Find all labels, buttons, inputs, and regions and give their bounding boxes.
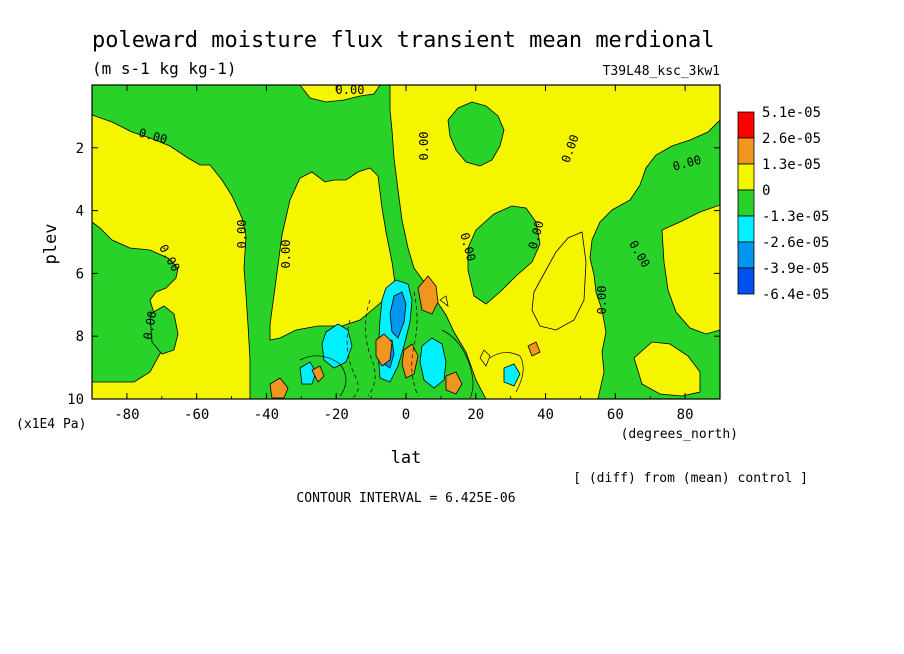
- legend-swatch: [737, 267, 755, 295]
- positive-orange-region: [417, 275, 439, 315]
- y-tick-label: 2: [76, 141, 84, 157]
- x-tick-label: -80: [114, 407, 139, 423]
- chart-units: (m s-1 kg kg-1): [92, 59, 237, 78]
- contour-label: 0.00: [595, 286, 609, 315]
- positive-orange-region: [527, 341, 541, 357]
- color-legend: 5.1e-05 2.6e-05 1.3e-05 0 -1.3e-05 -2.6e-05 -3…: [737, 105, 829, 303]
- positive-region: [299, 85, 381, 103]
- y-axis: 2 4 6 8 10: [67, 141, 720, 408]
- x-tick-label: 40: [537, 407, 554, 423]
- positive-orange-region: [445, 371, 463, 395]
- negative-cyan-region: [321, 323, 353, 369]
- x-axis: -80 -60 -40 -20 0 20 40 60 80: [91, 85, 721, 423]
- positive-orange-region: [401, 343, 419, 379]
- x-tick-label: 0: [402, 407, 410, 423]
- legend-label: 2.6e-05: [762, 131, 821, 147]
- y-tick-label: 6: [76, 266, 84, 282]
- legend-swatch: [737, 215, 755, 243]
- legend-label: 5.1e-05: [762, 105, 821, 121]
- x-tick-label: 20: [467, 407, 484, 423]
- x-tick-label: 60: [607, 407, 624, 423]
- y-axis-units: (x1E4 Pa): [16, 417, 86, 432]
- positive-orange-region: [311, 365, 325, 383]
- legend-label: -6.4e-05: [762, 287, 829, 303]
- x-tick-label: -20: [324, 407, 349, 423]
- chart-title: poleward moisture flux transient mean me…: [92, 28, 715, 53]
- positive-region: [92, 114, 251, 399]
- negative-region: [149, 305, 179, 355]
- x-axis-units: (degrees_north): [621, 427, 738, 442]
- legend-label: -2.6e-05: [762, 235, 829, 251]
- y-tick-label: 10: [67, 392, 84, 408]
- negative-cyan-region: [503, 363, 521, 387]
- negative-region: [447, 101, 505, 167]
- contour-interval: CONTOUR INTERVAL = 6.425E-06: [296, 491, 515, 506]
- legend-label: -3.9e-05: [762, 261, 829, 277]
- legend-label: -1.3e-05: [762, 209, 829, 225]
- legend-swatch: [737, 111, 755, 139]
- plot-area: 0.00 0.00 0.00 0.00 0.00 0.00 0.00 0.00 …: [92, 83, 720, 399]
- run-label: T39L48_ksc_3kw1: [603, 64, 720, 79]
- contour-label: 0.00: [417, 132, 431, 161]
- x-axis-label: lat: [391, 448, 422, 468]
- diff-note: [ (diff) from (mean) control ]: [573, 471, 808, 486]
- legend-swatch: [737, 189, 755, 217]
- positive-region: [269, 167, 397, 341]
- positive-region: [633, 341, 701, 397]
- positive-orange-region: [269, 377, 289, 399]
- positive-orange-region: [375, 333, 393, 367]
- contour-label: 0.00: [336, 83, 365, 97]
- negative-cyan-region: [299, 361, 317, 385]
- legend-swatch: [737, 241, 755, 269]
- legend-label: 0: [762, 183, 770, 199]
- negative-cyan-region: [419, 337, 447, 389]
- contour-label: 0.00: [235, 220, 249, 249]
- y-tick-label: 8: [76, 329, 84, 345]
- positive-region: [531, 231, 587, 331]
- y-tick-label: 4: [76, 204, 84, 220]
- contour-label-group: 0.00 0.00 0.00 0.00 0.00 0.00 0.00 0.00 …: [137, 83, 702, 341]
- legend-label: 1.3e-05: [762, 157, 821, 173]
- x-tick-label: -60: [184, 407, 209, 423]
- contour-label: 0.00: [279, 240, 293, 269]
- x-tick-label: -40: [254, 407, 279, 423]
- negative-blue-region: [389, 291, 407, 339]
- legend-swatch: [737, 137, 755, 165]
- contour-label: 0.00: [141, 310, 160, 341]
- contour-lines: [299, 291, 524, 399]
- legend-swatch: [737, 163, 755, 191]
- positive-region: [661, 204, 720, 335]
- y-axis-label: plev: [41, 224, 61, 265]
- negative-region: [467, 205, 541, 305]
- x-tick-label: 80: [677, 407, 694, 423]
